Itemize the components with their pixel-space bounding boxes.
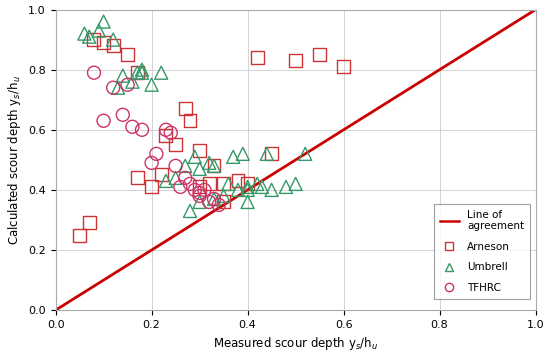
Point <box>85 220 94 226</box>
Point <box>291 181 300 187</box>
Point <box>219 181 228 187</box>
Point <box>214 202 223 208</box>
Point <box>301 151 310 157</box>
Point <box>85 34 94 39</box>
Point <box>257 184 266 190</box>
Point <box>123 52 132 58</box>
Point <box>133 70 141 76</box>
Point <box>229 154 238 160</box>
Point <box>291 58 300 63</box>
Point <box>128 124 137 130</box>
Point <box>210 163 218 169</box>
Point <box>210 163 218 169</box>
Point <box>185 118 194 124</box>
Point <box>147 82 156 88</box>
Point <box>219 199 228 205</box>
Point <box>339 64 348 69</box>
Point <box>118 73 127 78</box>
Point <box>219 193 228 199</box>
Point <box>138 67 146 73</box>
Point <box>75 232 84 238</box>
Point <box>185 181 194 187</box>
Point <box>171 142 180 148</box>
Point <box>152 151 161 157</box>
Point <box>243 187 252 193</box>
Point <box>99 118 108 124</box>
Point <box>234 178 243 184</box>
Point <box>99 40 108 45</box>
Point <box>253 55 262 61</box>
Point <box>267 151 276 157</box>
Point <box>138 70 146 76</box>
Point <box>224 181 233 187</box>
Point <box>210 196 218 202</box>
Point <box>171 175 180 181</box>
Point <box>195 193 204 199</box>
Point <box>99 19 108 24</box>
Point <box>267 187 276 193</box>
Point <box>262 151 271 157</box>
Point <box>190 187 199 193</box>
Point <box>195 190 204 196</box>
X-axis label: Measured scour depth y$_s$/h$_u$: Measured scour depth y$_s$/h$_u$ <box>213 335 378 352</box>
Point <box>181 106 190 112</box>
Point <box>80 31 89 37</box>
Point <box>210 196 218 202</box>
Point <box>109 43 118 48</box>
Point <box>138 127 146 133</box>
Point <box>128 79 137 84</box>
Point <box>109 85 118 91</box>
Point <box>195 148 204 154</box>
Point <box>171 163 180 169</box>
Point <box>176 184 185 190</box>
Point <box>162 178 170 184</box>
Point <box>147 184 156 190</box>
Point <box>167 130 175 136</box>
Legend: Line of
agreement, Arneson, Umbrell, TFHRC: Line of agreement, Arneson, Umbrell, TFH… <box>434 204 530 299</box>
Point <box>195 184 204 190</box>
Point <box>185 208 194 214</box>
Point <box>238 151 247 157</box>
Point <box>95 28 103 33</box>
Point <box>133 70 141 76</box>
Point <box>157 172 166 178</box>
Point <box>157 70 166 76</box>
Point <box>181 163 190 169</box>
Point <box>195 199 204 205</box>
Point <box>282 184 290 190</box>
Point <box>243 181 252 187</box>
Point <box>147 160 156 166</box>
Point <box>205 199 213 205</box>
Point <box>195 166 204 172</box>
Point <box>123 82 132 88</box>
Point <box>114 85 123 91</box>
Point <box>205 181 213 187</box>
Point <box>162 127 170 133</box>
Point <box>243 184 252 190</box>
Point <box>181 175 190 181</box>
Point <box>118 112 127 118</box>
Point <box>200 187 209 193</box>
Y-axis label: Calculated scour depth y$_s$/h$_u$: Calculated scour depth y$_s$/h$_u$ <box>6 75 23 245</box>
Point <box>90 70 98 76</box>
Point <box>90 37 98 43</box>
Point <box>190 154 199 160</box>
Point <box>234 187 243 193</box>
Point <box>253 181 262 187</box>
Point <box>133 175 141 181</box>
Point <box>109 37 118 43</box>
Point <box>205 160 213 166</box>
Point <box>162 133 170 139</box>
Point <box>243 199 252 205</box>
Point <box>315 52 324 58</box>
